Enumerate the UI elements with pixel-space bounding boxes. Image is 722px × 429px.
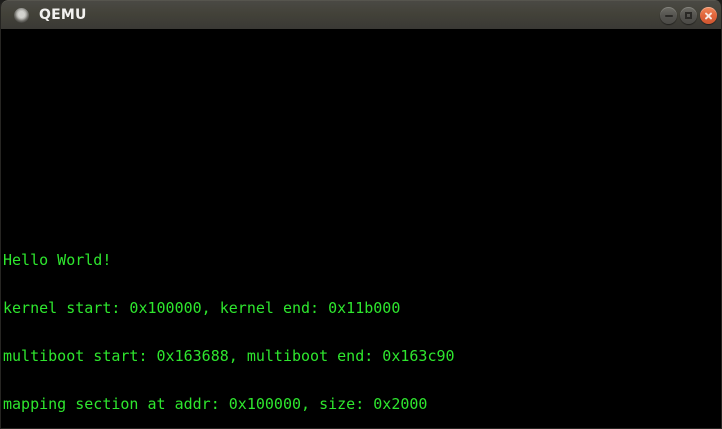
console-output: Hello World! kernel start: 0x100000, ker… — [3, 220, 455, 428]
console-line: Hello World! — [3, 251, 112, 269]
window-controls — [660, 7, 717, 24]
qemu-disc-icon-center — [18, 11, 25, 18]
minimize-button[interactable] — [660, 7, 677, 24]
window-titlebar[interactable]: QEMU — [1, 0, 721, 29]
console-line: kernel start: 0x100000, kernel end: 0x11… — [3, 299, 401, 317]
maximize-icon — [680, 7, 697, 24]
minimize-icon — [660, 7, 677, 24]
console-line: multiboot start: 0x163688, multiboot end… — [3, 347, 455, 365]
close-button[interactable] — [700, 7, 717, 24]
console-line: mapping section at addr: 0x100000, size:… — [3, 395, 428, 413]
window-title: QEMU — [39, 7, 87, 23]
maximize-button[interactable] — [680, 7, 697, 24]
qemu-terminal-screen[interactable]: Hello World! kernel start: 0x100000, ker… — [1, 29, 721, 428]
close-icon — [700, 7, 717, 24]
qemu-disc-icon — [14, 8, 29, 23]
